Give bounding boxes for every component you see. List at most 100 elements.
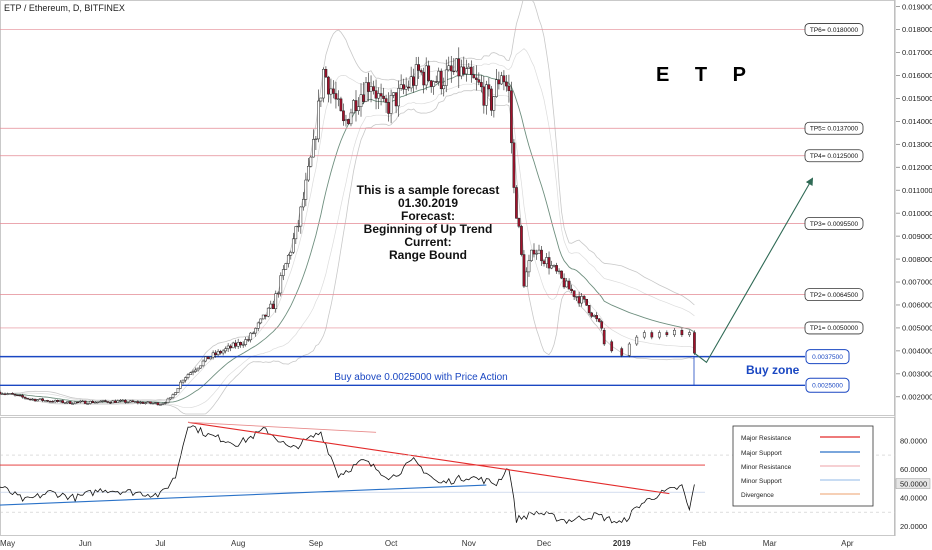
candle[interactable] bbox=[357, 97, 360, 115]
candle[interactable] bbox=[289, 250, 293, 260]
candle[interactable] bbox=[159, 403, 162, 406]
candle[interactable] bbox=[567, 278, 571, 290]
candle[interactable] bbox=[510, 81, 513, 154]
candle[interactable] bbox=[462, 56, 466, 77]
candle[interactable] bbox=[56, 399, 60, 403]
candle[interactable] bbox=[399, 74, 403, 91]
candle[interactable] bbox=[650, 330, 654, 340]
candle[interactable] bbox=[266, 307, 270, 318]
candle[interactable] bbox=[261, 314, 265, 320]
candle[interactable] bbox=[492, 96, 496, 118]
candle[interactable] bbox=[582, 295, 586, 303]
candle[interactable] bbox=[585, 298, 588, 306]
candle[interactable] bbox=[404, 77, 408, 96]
candle[interactable] bbox=[505, 74, 508, 92]
candle[interactable] bbox=[322, 67, 325, 103]
candle[interactable] bbox=[58, 399, 62, 403]
candle[interactable] bbox=[118, 398, 122, 403]
candle[interactable] bbox=[457, 47, 461, 89]
candle[interactable] bbox=[31, 397, 34, 401]
candle[interactable] bbox=[224, 346, 227, 354]
candle[interactable] bbox=[46, 399, 49, 402]
candle[interactable] bbox=[344, 114, 348, 127]
candle[interactable] bbox=[602, 327, 606, 346]
candle[interactable] bbox=[673, 327, 676, 337]
candle[interactable] bbox=[507, 74, 511, 103]
candle[interactable] bbox=[63, 402, 67, 404]
candle[interactable] bbox=[362, 82, 365, 105]
candle[interactable] bbox=[314, 135, 318, 151]
candle[interactable] bbox=[246, 336, 250, 342]
candle[interactable] bbox=[572, 290, 576, 301]
candle[interactable] bbox=[394, 92, 398, 114]
candle[interactable] bbox=[474, 65, 478, 91]
candle[interactable] bbox=[189, 371, 192, 375]
candle[interactable] bbox=[377, 87, 380, 109]
candle[interactable] bbox=[547, 251, 551, 275]
candle[interactable] bbox=[78, 399, 82, 404]
candle[interactable] bbox=[121, 399, 125, 402]
candle[interactable] bbox=[545, 253, 548, 268]
candle[interactable] bbox=[329, 78, 333, 104]
candle[interactable] bbox=[309, 155, 313, 168]
candle[interactable] bbox=[219, 349, 222, 355]
candle[interactable] bbox=[552, 264, 556, 268]
candle[interactable] bbox=[191, 369, 195, 376]
candle[interactable] bbox=[342, 103, 345, 126]
candle[interactable] bbox=[312, 129, 315, 158]
candle[interactable] bbox=[487, 77, 491, 97]
candle[interactable] bbox=[186, 373, 190, 380]
candle[interactable] bbox=[181, 379, 185, 384]
candle[interactable] bbox=[665, 330, 669, 337]
candle[interactable] bbox=[151, 402, 155, 405]
candle[interactable] bbox=[515, 185, 518, 219]
candle[interactable] bbox=[434, 75, 438, 84]
candle[interactable] bbox=[161, 402, 165, 406]
candle[interactable] bbox=[369, 75, 373, 103]
candle[interactable] bbox=[211, 350, 215, 360]
candle[interactable] bbox=[86, 402, 90, 405]
candle[interactable] bbox=[33, 398, 37, 402]
candle[interactable] bbox=[379, 83, 383, 106]
candle[interactable] bbox=[627, 342, 631, 358]
candle[interactable] bbox=[179, 380, 182, 389]
candle[interactable] bbox=[535, 249, 538, 260]
candle[interactable] bbox=[337, 90, 340, 107]
candle[interactable] bbox=[16, 394, 19, 397]
candle[interactable] bbox=[347, 118, 350, 125]
candle[interactable] bbox=[101, 400, 105, 403]
candle[interactable] bbox=[482, 75, 486, 114]
candle[interactable] bbox=[93, 400, 97, 404]
candle[interactable] bbox=[384, 94, 388, 113]
candle[interactable] bbox=[610, 339, 614, 353]
candle[interactable] bbox=[412, 68, 416, 93]
candle[interactable] bbox=[76, 401, 80, 404]
candle[interactable] bbox=[18, 394, 22, 397]
candle[interactable] bbox=[600, 319, 604, 331]
candle[interactable] bbox=[274, 290, 278, 313]
candle[interactable] bbox=[392, 92, 395, 99]
candle[interactable] bbox=[229, 344, 232, 352]
candle[interactable] bbox=[495, 68, 498, 98]
candle[interactable] bbox=[542, 258, 546, 267]
candle[interactable] bbox=[276, 291, 280, 298]
candle[interactable] bbox=[562, 273, 566, 289]
candle[interactable] bbox=[184, 376, 187, 383]
candle[interactable] bbox=[38, 398, 42, 401]
candle[interactable] bbox=[454, 58, 458, 73]
candle[interactable] bbox=[419, 68, 423, 75]
candle[interactable] bbox=[201, 359, 205, 368]
candle[interactable] bbox=[525, 267, 528, 287]
candle[interactable] bbox=[479, 75, 483, 93]
candle[interactable] bbox=[146, 400, 150, 404]
candle[interactable] bbox=[139, 400, 142, 405]
candle[interactable] bbox=[557, 268, 561, 275]
candle[interactable] bbox=[522, 250, 526, 288]
candle[interactable] bbox=[364, 77, 368, 103]
candle[interactable] bbox=[231, 341, 235, 349]
candle[interactable] bbox=[688, 330, 691, 337]
candle[interactable] bbox=[307, 157, 310, 182]
candle[interactable] bbox=[497, 71, 501, 90]
candle[interactable] bbox=[397, 80, 400, 117]
